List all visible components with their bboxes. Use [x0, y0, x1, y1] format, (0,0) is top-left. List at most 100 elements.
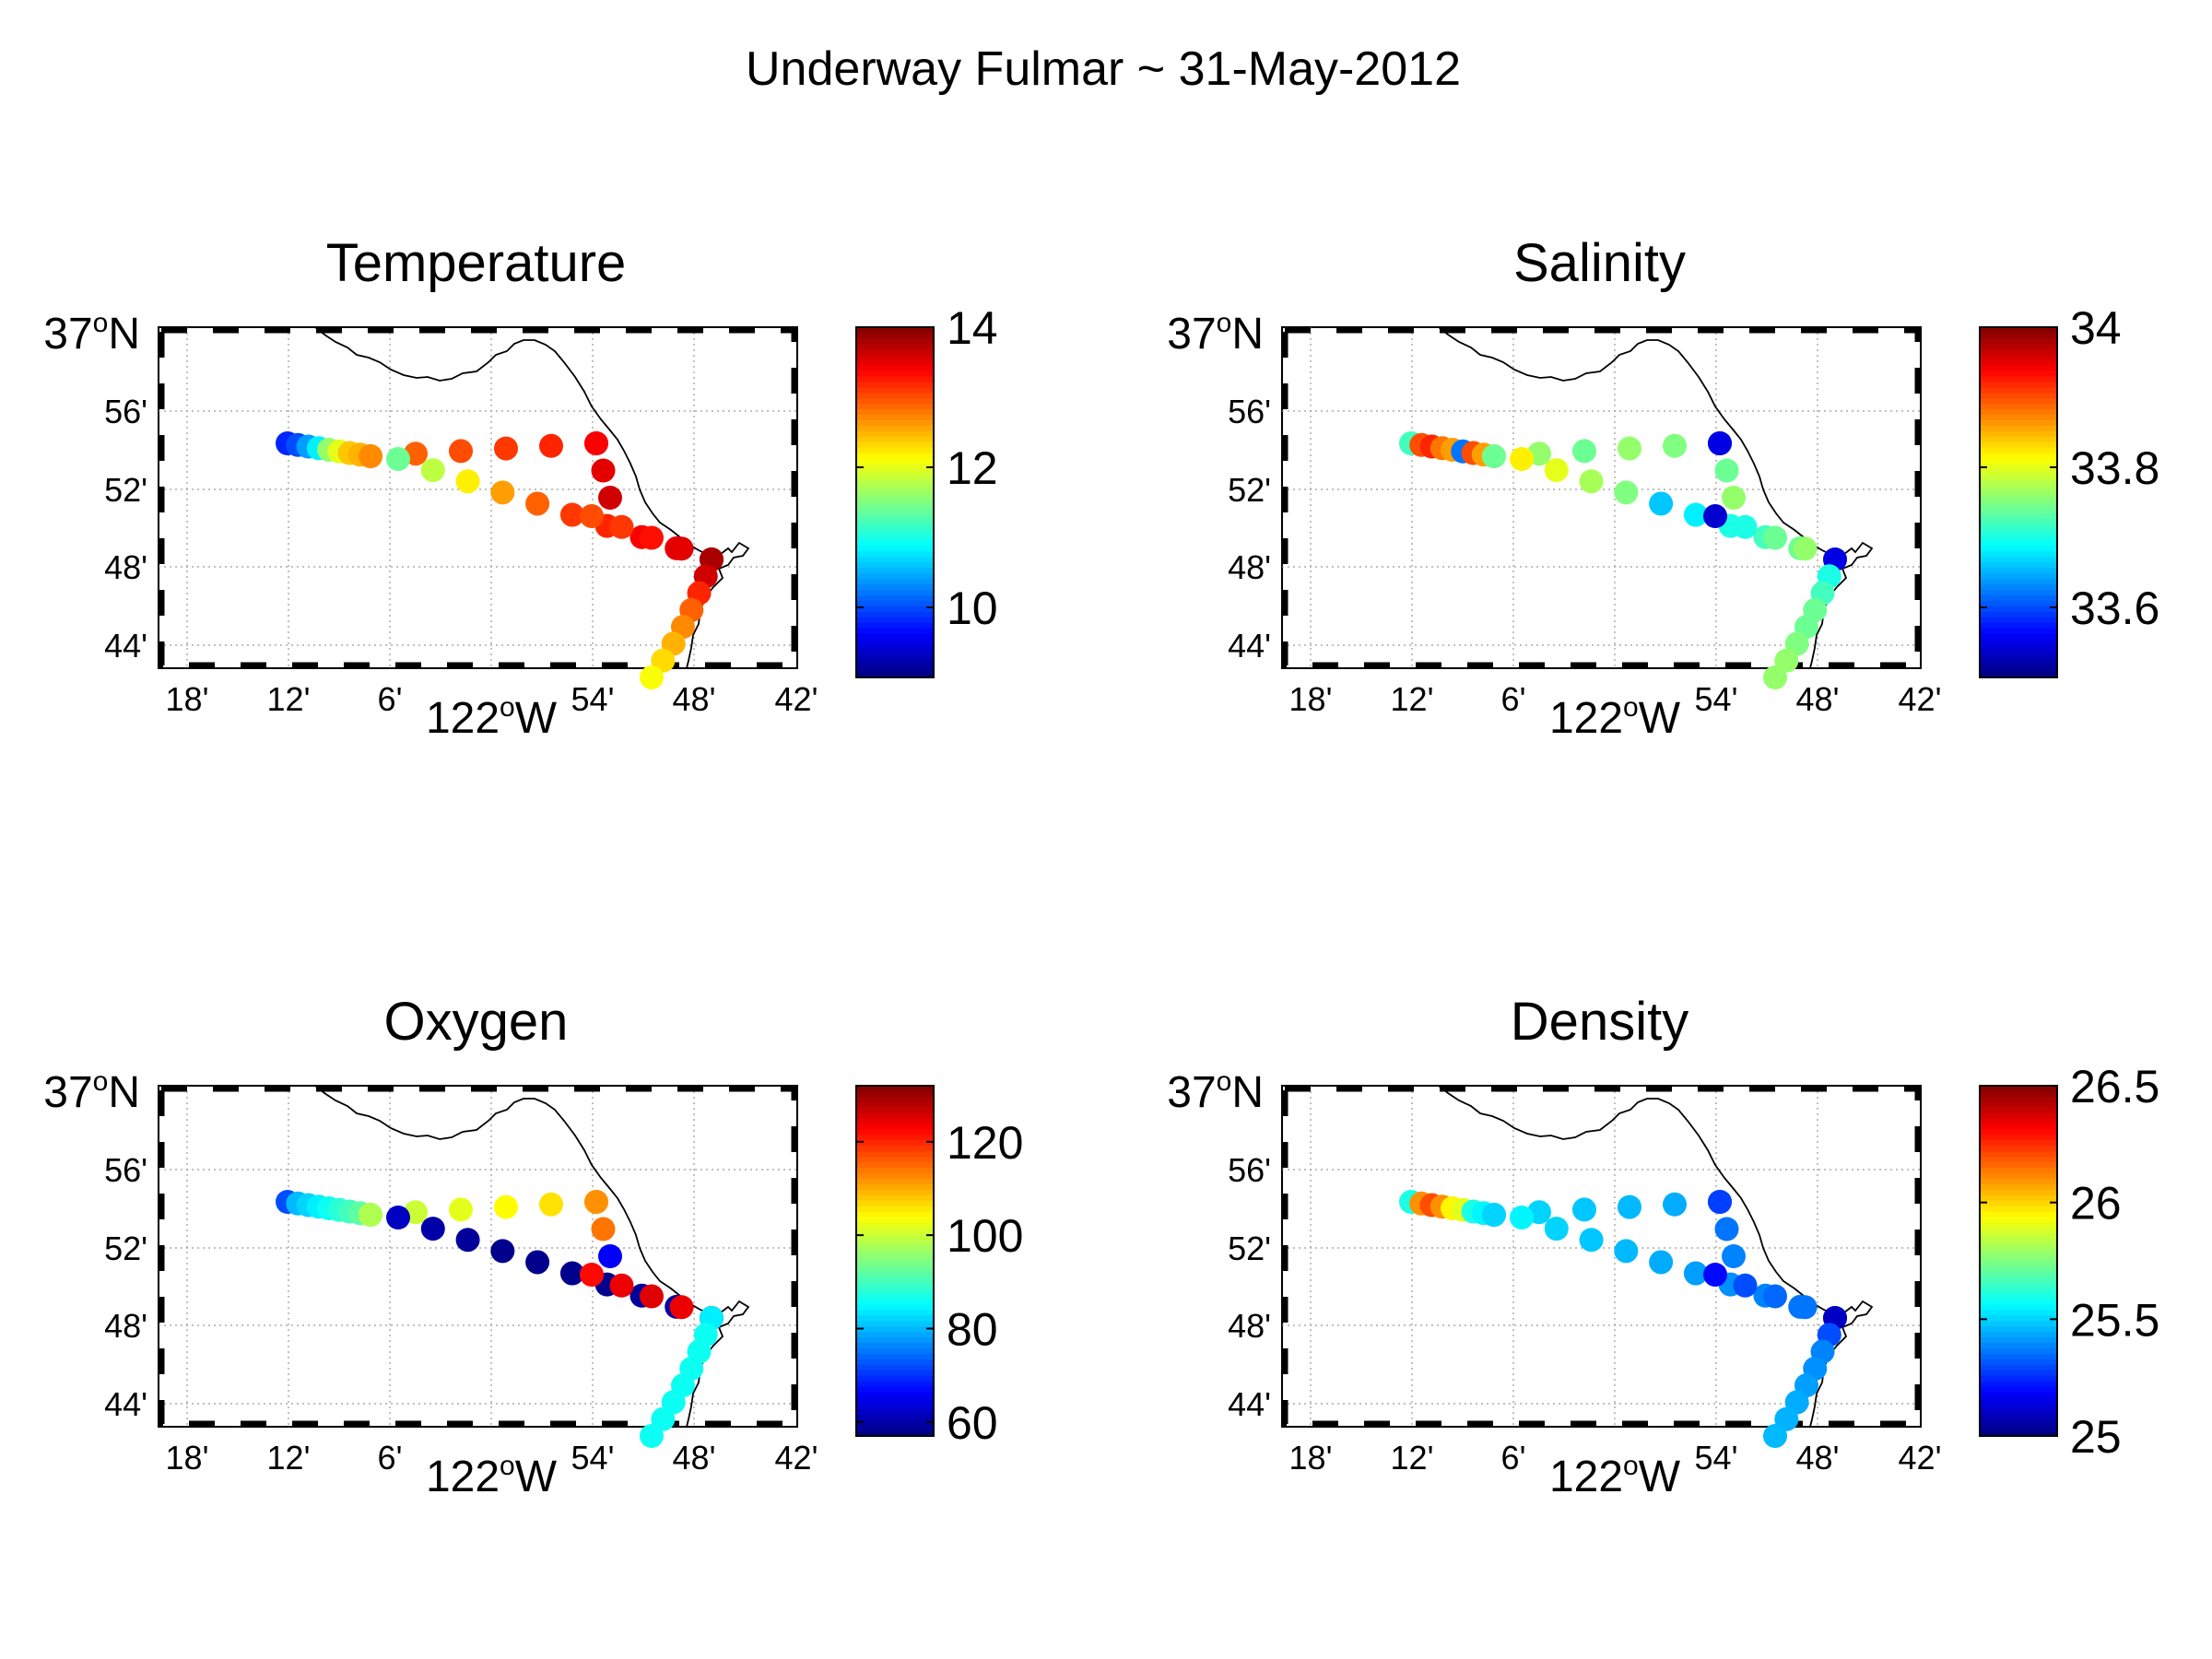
- colorbar-step: [1980, 1370, 2057, 1377]
- lon-tick-label: 42': [775, 1439, 818, 1477]
- track-point: [1579, 469, 1604, 494]
- lon-tick-label: 6': [378, 680, 403, 718]
- colorbar-step: [856, 382, 934, 389]
- colorbar-step: [1980, 1250, 2057, 1256]
- colorbar-step: [1980, 655, 2057, 662]
- colorbar-step: [856, 1118, 934, 1125]
- colorbar-step: [1980, 568, 2057, 574]
- colorbar-step: [1980, 1304, 2057, 1312]
- colorbar-step: [856, 518, 934, 525]
- colorbar-step: [1980, 497, 2057, 503]
- colorbar-tick-label: 33.8: [2070, 442, 2159, 494]
- degree-mark: o: [93, 308, 109, 338]
- track-point: [494, 1194, 518, 1219]
- degree-mark: o: [500, 1451, 515, 1481]
- track-point: [651, 1406, 676, 1431]
- track-point: [640, 665, 664, 689]
- colorbar-step: [1980, 546, 2057, 553]
- track-point: [1618, 436, 1641, 461]
- colorbar-tick-label: 10: [947, 582, 998, 634]
- colorbar-frame: [1979, 1085, 2058, 1437]
- colorbar-step: [856, 1310, 934, 1317]
- colorbar-step: [1980, 480, 2057, 487]
- colorbar-step: [1980, 628, 2057, 635]
- colorbar-step: [856, 1162, 934, 1169]
- lat-label-top: 37oN: [1167, 1066, 1264, 1117]
- colorbar-step: [856, 1135, 934, 1142]
- lon-degree-value: 122: [426, 1453, 500, 1501]
- colorbar-step: [1980, 1271, 2057, 1278]
- colorbar-step: [856, 1233, 934, 1241]
- colorbar-step: [856, 1277, 934, 1284]
- colorbar-step: [1980, 469, 2057, 477]
- lat-tick-label: 48': [1228, 548, 1271, 586]
- colorbar-step: [856, 491, 934, 498]
- colorbar-step: [1980, 1332, 2057, 1338]
- colorbar-step: [856, 1375, 934, 1382]
- track-point: [609, 1273, 634, 1298]
- colorbar-tick-label: 33.6: [2070, 582, 2159, 634]
- colorbar-step: [856, 1244, 934, 1251]
- track-point: [1510, 447, 1534, 471]
- colorbar-step: [856, 441, 934, 449]
- track-point: [1763, 525, 1787, 550]
- colorbar-step: [1980, 622, 2057, 629]
- panel-title: Temperature: [326, 233, 627, 293]
- colorbar-step: [856, 1403, 934, 1410]
- colorbar-step: [1980, 1364, 2057, 1371]
- colorbar-step: [856, 1200, 934, 1207]
- colorbar-step: [856, 617, 934, 624]
- track-point: [525, 1250, 550, 1275]
- colorbar-step: [1980, 1228, 2057, 1235]
- colorbar-step: [856, 1146, 934, 1153]
- colorbar-step: [1980, 557, 2057, 564]
- colorbar-step: [1980, 661, 2057, 667]
- colorbar-step: [856, 458, 934, 465]
- track-point: [1714, 458, 1739, 483]
- lon-tick-label: 18': [1289, 1439, 1333, 1477]
- colorbar-step: [1980, 1386, 2057, 1394]
- lon-tick-label: 48': [673, 1439, 716, 1477]
- colorbar-step: [856, 1343, 934, 1349]
- colorbar-frame: [855, 326, 935, 678]
- track-point: [1510, 1206, 1534, 1230]
- colorbar-step: [1980, 540, 2057, 547]
- colorbar-step: [1980, 1200, 2057, 1207]
- colorbar-step: [856, 480, 934, 487]
- colorbar-step: [1980, 594, 2057, 602]
- map-border: [158, 326, 798, 669]
- colorbar-step: [856, 1194, 934, 1202]
- colorbar-step: [856, 1265, 934, 1273]
- track-point: [651, 648, 676, 673]
- track-point: [490, 1239, 515, 1264]
- degree-mark: o: [1623, 692, 1639, 723]
- colorbar-step: [856, 606, 934, 613]
- colorbar-step: [1980, 327, 2057, 334]
- track-point: [1763, 665, 1787, 689]
- map-frame: [158, 1085, 798, 1428]
- panel-title: Salinity: [1513, 233, 1686, 293]
- track-point: [1703, 504, 1727, 528]
- figure-title: Underway Fulmar ~ 31-May-2012: [746, 42, 1461, 96]
- colorbar-step: [1980, 672, 2057, 678]
- colorbar-step: [856, 611, 934, 618]
- track-point: [539, 1192, 563, 1217]
- colorbar-step: [1980, 1326, 2057, 1333]
- lon-tick-label: 6': [378, 1439, 403, 1477]
- colorbar-step: [1980, 1261, 2057, 1267]
- colorbar-step: [856, 1211, 934, 1218]
- colorbar-step: [856, 644, 934, 652]
- colorbar-step: [1980, 398, 2057, 405]
- colorbar-step: [856, 475, 934, 482]
- colorbar-step: [1980, 1157, 2057, 1163]
- track-point: [1579, 1228, 1604, 1253]
- colorbar-step: [1980, 1277, 2057, 1284]
- colorbar-step: [1980, 475, 2057, 482]
- lat-tick-label: 56': [104, 393, 147, 430]
- colorbar-step: [856, 1096, 934, 1103]
- colorbar-step: [1980, 579, 2057, 585]
- colorbar-step: [1980, 1217, 2057, 1224]
- lat-degree-value: 37: [43, 310, 92, 359]
- track-point: [455, 469, 480, 494]
